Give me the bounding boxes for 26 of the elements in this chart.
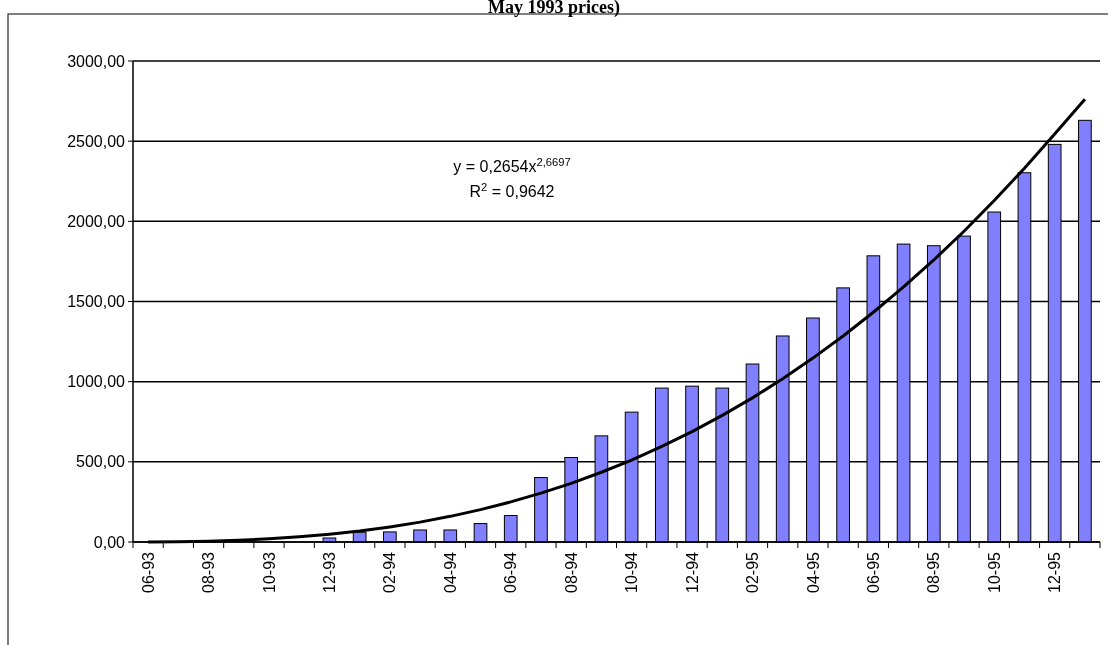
- x-tick-label: 06-95: [864, 551, 882, 593]
- x-tick-label: 02-95: [744, 551, 762, 593]
- x-tick-label: 10-95: [985, 551, 1003, 593]
- annotation: y = 0,2654x$^{2,6697}$: [453, 156, 571, 175]
- y-tick-label: 3000,00: [67, 52, 126, 70]
- y-tick-label: 500,00: [76, 453, 126, 471]
- y-tick-label: 2000,00: [67, 212, 126, 230]
- x-tick-label: 06-93: [139, 551, 157, 593]
- x-tick-label: 12-93: [321, 551, 339, 593]
- x-tick-label: 04-95: [804, 551, 822, 593]
- x-tick-label: 04-94: [441, 551, 459, 593]
- y-tick-label: 1000,00: [67, 373, 126, 391]
- x-tick-label: 08-95: [925, 551, 943, 593]
- y-tick-label: 1500,00: [67, 293, 126, 311]
- x-tick-label: 10-94: [623, 551, 641, 593]
- x-tick-label: 02-94: [381, 551, 399, 593]
- x-tick-label: 08-94: [562, 551, 580, 593]
- x-tick-label: 12-95: [1046, 551, 1064, 593]
- x-tick-label: 06-94: [502, 551, 520, 593]
- x-tick-label: 10-93: [260, 551, 278, 593]
- x-tick-label: 12-94: [683, 551, 701, 593]
- y-tick-label: 2500,00: [67, 132, 126, 150]
- x-tick-label: 08-93: [200, 551, 218, 593]
- y-tick-label: 0,00: [93, 533, 126, 551]
- annotation: R$^{2}$ = 0,9642: [469, 181, 555, 200]
- chart-title: May 1993 prices): [488, 0, 620, 18]
